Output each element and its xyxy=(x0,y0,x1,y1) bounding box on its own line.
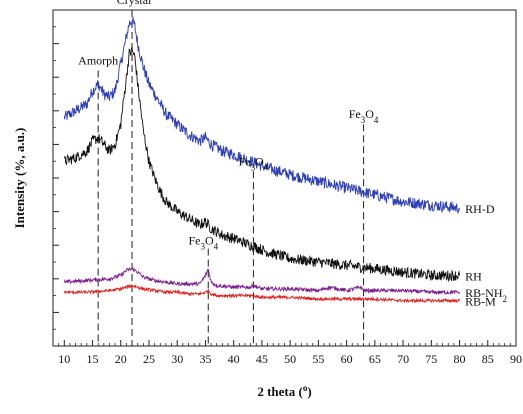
series-label: RH xyxy=(465,269,482,283)
x-tick-label: 75 xyxy=(425,352,437,366)
series-label: RB-M xyxy=(465,295,496,309)
x-tick-label: 65 xyxy=(369,352,381,366)
reference-label: Fe3O4 xyxy=(239,154,269,172)
x-tick-label: 40 xyxy=(228,352,240,366)
y-axis-title: Intensity (%, a.u.) xyxy=(12,128,27,229)
reference-label: Fe3O4 xyxy=(349,107,379,125)
reference-label: Amorph xyxy=(78,53,118,67)
series-line-rb-nh xyxy=(63,266,460,296)
x-tick-label: 30 xyxy=(171,352,183,366)
x-tick-label: 60 xyxy=(341,352,353,366)
x-tick-label: 15 xyxy=(87,352,99,366)
y-axis-ticks xyxy=(53,9,59,347)
series-label: RH-D xyxy=(465,202,495,216)
x-axis-title: 2 theta (o) xyxy=(257,383,311,399)
x-tick-label: 50 xyxy=(284,352,296,366)
reference-lines xyxy=(97,10,365,346)
x-tick-label: 25 xyxy=(143,352,155,366)
x-axis-ticks: 10 15 20 25 30 35 40 45 50 55 60 65 70 75 80 85 90 xyxy=(52,340,522,366)
series-label: RB-NH2 xyxy=(465,286,507,304)
x-tick-label: 80 xyxy=(454,352,466,366)
x-tick-label: 20 xyxy=(115,352,127,366)
x-tick-label: 10 xyxy=(58,352,70,366)
series-lines xyxy=(63,16,460,304)
series-line-rh xyxy=(63,46,460,283)
series-line-rb-m xyxy=(63,283,460,304)
x-tick-label: 70 xyxy=(397,352,409,366)
x-tick-label: 55 xyxy=(312,352,324,366)
series-line-rh-d xyxy=(63,16,460,214)
x-tick-label: 90 xyxy=(510,352,522,366)
reference-label: Fe3O4 xyxy=(188,234,218,252)
x-tick-label: 85 xyxy=(482,352,494,366)
x-tick-label: 45 xyxy=(256,352,268,366)
x-tick-label: 35 xyxy=(199,352,211,366)
reference-label: Crystal xyxy=(117,0,152,7)
